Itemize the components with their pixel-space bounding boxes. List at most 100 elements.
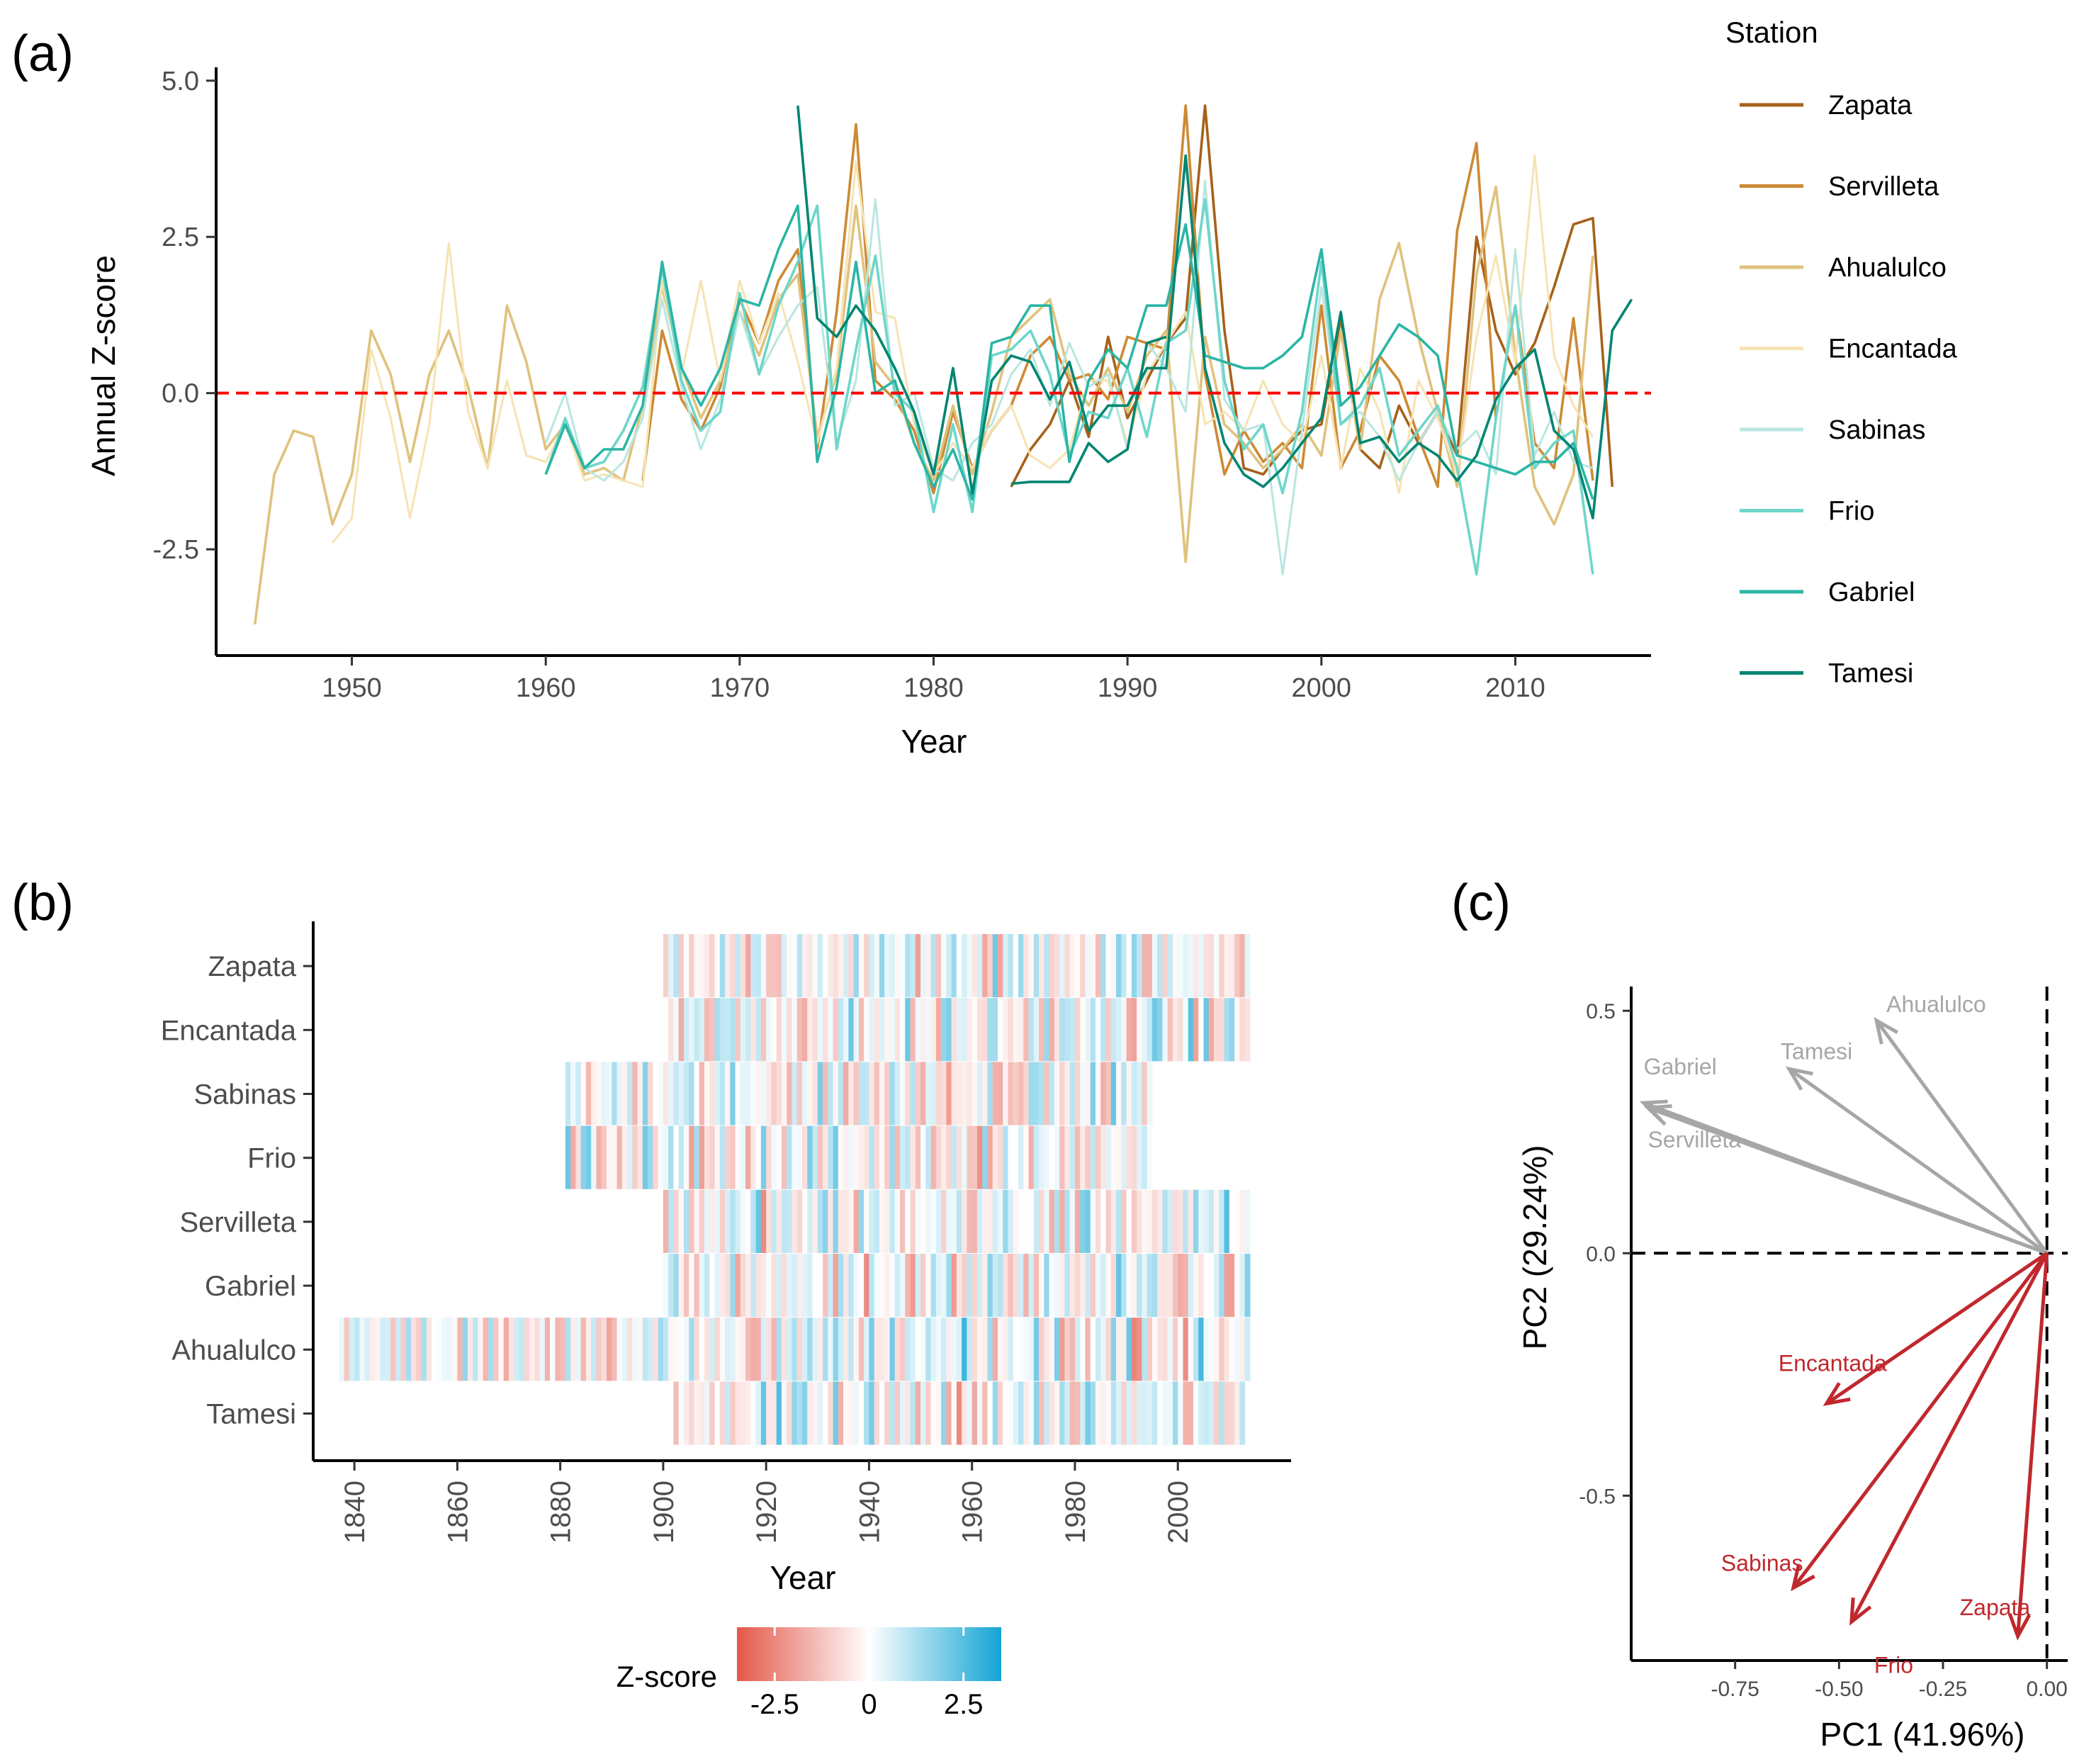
heatmap-cell-gabriel-1968 [1013, 1254, 1019, 1318]
heatmap-cell-tamesi-1957 [956, 1381, 962, 1445]
heatmap-cell-frio-1925 [792, 1125, 798, 1189]
heatmap-cell-ahualulco-1958 [962, 1318, 968, 1381]
b-x-tick-label-1960: 1960 [957, 1481, 989, 1544]
c-x-tick-label-3: 0.00 [2026, 1678, 2067, 1701]
pca-arrowhead-ahualulco [1874, 1016, 1898, 1045]
pca-arrowhead-tamesi [1785, 1066, 1813, 1091]
heatmap-cell-frio-1959 [967, 1125, 973, 1189]
heatmap-cell-tamesi-1927 [802, 1381, 808, 1445]
heatmap-cell-ahualulco-1983 [1090, 1318, 1096, 1381]
heatmap-cell-encantada-1988 [1116, 998, 1122, 1062]
heatmap-cell-frio-1904 [683, 1125, 689, 1189]
heatmap-cell-frio-1968 [1013, 1125, 1019, 1189]
heatmap-cell-sabinas-1990 [1126, 1062, 1132, 1125]
heatmap-cell-ahualulco-1936 [848, 1318, 855, 1381]
heatmap-cell-frio-1888 [601, 1125, 607, 1189]
heatmap-cell-zapata-1944 [889, 934, 896, 998]
heatmap-cell-zapata-1979 [1069, 934, 1076, 998]
legend: Zapata Servilleta Ahualulco Encantada Sabina… [1740, 91, 1958, 689]
heatmap-cell-gabriel-1993 [1142, 1254, 1148, 1318]
heatmap-cell-encantada-2004 [1198, 998, 1205, 1062]
pca-label-zapata: Zapata [1960, 1595, 2031, 1620]
heatmap-cell-zapata-1945 [894, 934, 901, 998]
heatmap-cell-ahualulco-1901 [668, 1318, 675, 1381]
heatmap-cell-sabinas-1988 [1116, 1062, 1122, 1125]
heatmap-cell-ahualulco-2012 [1239, 1318, 1246, 1381]
heatmap-cell-ahualulco-1866 [488, 1318, 494, 1381]
heatmap-cell-ahualulco-1849 [400, 1318, 407, 1381]
heatmap-cell-frio-1901 [668, 1125, 675, 1189]
heatmap-cell-frio-1889 [607, 1125, 612, 1189]
heatmap-cell-servilleta-1980 [1074, 1189, 1081, 1253]
heatmap-cell-gabriel-1998 [1167, 1254, 1173, 1318]
heatmap-cell-frio-1902 [673, 1125, 680, 1189]
heatmap-cell-sabinas-1914 [735, 1062, 741, 1125]
heatmap-cell-frio-1990 [1126, 1125, 1132, 1189]
heatmap-cell-servilleta-1955 [946, 1189, 952, 1253]
heatmap-cell-zapata-1967 [1008, 934, 1014, 998]
heatmap-cell-ahualulco-1867 [493, 1318, 500, 1381]
heatmap-cell-frio-1951 [925, 1125, 932, 1189]
heatmap-cell-gabriel-1913 [730, 1254, 736, 1318]
heatmap-cell-sabinas-1991 [1131, 1062, 1137, 1125]
heatmap-cell-encantada-1982 [1085, 998, 1091, 1062]
heatmap-cell-zapata-1981 [1080, 934, 1086, 998]
heatmap-cell-sabinas-1939 [864, 1062, 870, 1125]
heatmap-cell-sabinas-1964 [992, 1062, 998, 1125]
heatmap-cell-servilleta-1939 [864, 1189, 870, 1253]
heatmap-cell-gabriel-1972 [1033, 1254, 1040, 1318]
heatmap-cell-encantada-1992 [1137, 998, 1142, 1062]
heatmap-cell-encantada-1923 [781, 998, 787, 1062]
panel-b-heatmap-cells [339, 934, 1251, 1445]
heatmap-cell-gabriel-1941 [874, 1254, 880, 1318]
heatmap-cell-sabinas-1922 [776, 1062, 782, 1125]
heatmap-cell-gabriel-1922 [776, 1254, 782, 1318]
heatmap-cell-sabinas-1942 [879, 1062, 885, 1125]
heatmap-cell-ahualulco-1997 [1162, 1318, 1168, 1381]
heatmap-cell-ahualulco-1838 [344, 1318, 350, 1381]
heatmap-cell-ahualulco-1859 [452, 1318, 458, 1381]
heatmap-cell-servilleta-1991 [1131, 1189, 1137, 1253]
heatmap-cell-gabriel-1980 [1074, 1254, 1081, 1318]
heatmap-cell-servilleta-1902 [673, 1189, 680, 1253]
heatmap-cell-tamesi-1972 [1033, 1381, 1040, 1445]
heatmap-cell-encantada-2000 [1178, 998, 1184, 1062]
heatmap-cell-ahualulco-1843 [369, 1318, 376, 1381]
heatmap-cell-zapata-1996 [1157, 934, 1164, 998]
heatmap-cell-servilleta-2011 [1234, 1189, 1240, 1253]
heatmap-cell-servilleta-1934 [838, 1189, 844, 1253]
heatmap-cell-ahualulco-1914 [735, 1318, 741, 1381]
heatmap-cell-ahualulco-1871 [514, 1318, 520, 1381]
heatmap-cell-ahualulco-1996 [1157, 1318, 1164, 1381]
heatmap-cell-gabriel-1961 [976, 1254, 983, 1318]
heatmap-cell-zapata-1943 [884, 934, 891, 998]
heatmap-cell-tamesi-1975 [1049, 1381, 1055, 1445]
heatmap-cell-zapata-1910 [714, 934, 721, 998]
heatmap-cell-gabriel-1916 [745, 1254, 751, 1318]
heatmap-cell-tamesi-1922 [776, 1381, 782, 1445]
heatmap-cell-servilleta-1937 [853, 1189, 860, 1253]
heatmap-cell-gabriel-1958 [962, 1254, 968, 1318]
heatmap-cell-sabinas-1913 [730, 1062, 736, 1125]
x-tick-label-2010: 2010 [1485, 673, 1545, 703]
heatmap-cell-sabinas-1929 [812, 1062, 818, 1125]
heatmap-cell-ahualulco-1889 [607, 1318, 612, 1381]
heatmap-cell-servilleta-1973 [1039, 1189, 1044, 1253]
heatmap-cell-sabinas-1955 [946, 1062, 952, 1125]
heatmap-cell-zapata-1903 [678, 934, 685, 998]
heatmap-cell-ahualulco-1921 [771, 1318, 777, 1381]
colorbar-bar [737, 1627, 1001, 1681]
heatmap-cell-frio-1941 [874, 1125, 880, 1189]
heatmap-cell-servilleta-1993 [1142, 1189, 1148, 1253]
heatmap-cell-sabinas-1947 [905, 1062, 911, 1125]
heatmap-cell-frio-1952 [930, 1125, 937, 1189]
heatmap-cell-encantada-2005 [1203, 998, 1210, 1062]
heatmap-cell-sabinas-1946 [900, 1062, 906, 1125]
heatmap-cell-sabinas-1905 [689, 1062, 695, 1125]
heatmap-cell-encantada-1939 [864, 998, 870, 1062]
heatmap-cell-sabinas-1973 [1039, 1062, 1044, 1125]
heatmap-cell-servilleta-1976 [1054, 1189, 1060, 1253]
heatmap-cell-ahualulco-1837 [339, 1318, 345, 1381]
heatmap-cell-gabriel-1965 [998, 1254, 1003, 1318]
heatmap-cell-sabinas-1953 [935, 1062, 942, 1125]
